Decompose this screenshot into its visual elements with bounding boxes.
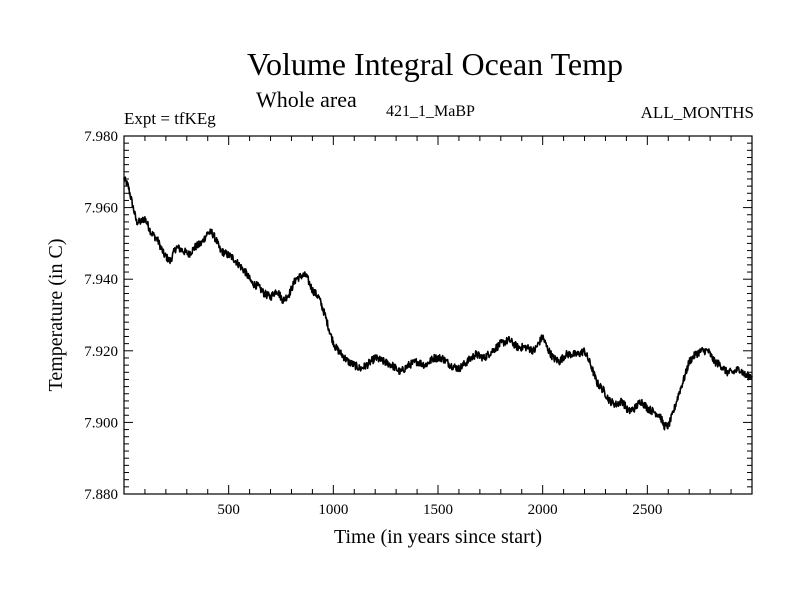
x-tick-label: 1000: [318, 502, 348, 518]
y-tick-label: 7.900: [84, 415, 118, 431]
series-group: [123, 176, 753, 431]
axis-ticks: [124, 135, 752, 495]
x-axis-label: Time (in years since start): [334, 526, 542, 548]
y-tick-label: 7.940: [84, 272, 118, 288]
experiment-label: Expt = tfKEg: [124, 109, 216, 128]
y-tick-label: 7.880: [84, 487, 118, 503]
x-tick-label: 2500: [632, 502, 662, 518]
y-axis-label: Temperature (in C): [45, 239, 67, 392]
x-tick-label: 500: [217, 502, 240, 518]
run-label: 421_1_MaBP: [386, 103, 475, 120]
months-label: ALL_MONTHS: [640, 103, 754, 122]
y-tick-label: 7.920: [84, 344, 118, 360]
plot-frame: [123, 135, 753, 495]
y-tick-label: 7.980: [84, 129, 118, 145]
chart-title: Volume Integral Ocean Temp: [246, 46, 623, 82]
y-tick-label: 7.960: [84, 201, 118, 217]
axis-tick-labels: 500 1000 1500 2000 2500 7.880 7.900 7.920 7.940 7…: [84, 129, 662, 518]
chart-subtitle: Whole area: [256, 87, 357, 112]
series-line: [123, 176, 753, 431]
x-tick-label: 1500: [423, 502, 453, 518]
x-tick-label: 2000: [528, 502, 558, 518]
